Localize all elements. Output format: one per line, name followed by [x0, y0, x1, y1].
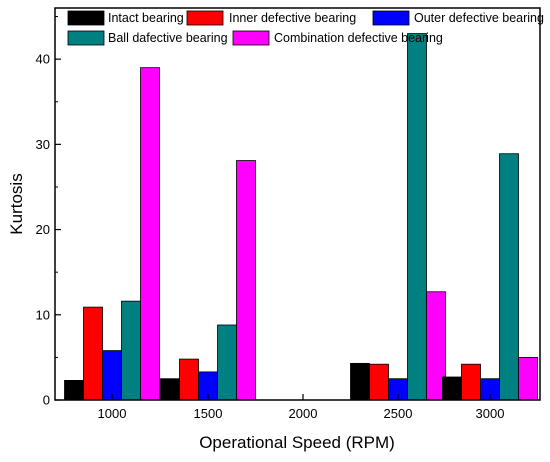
bar-2500-series-2: [369, 363, 389, 401]
y-tick-label: 40: [36, 52, 50, 67]
legend-swatch: [232, 30, 270, 46]
bars-layer: [64, 33, 538, 401]
x-tick-label: 1500: [194, 406, 223, 421]
bar-3000-series-5: [518, 356, 538, 401]
y-tick-label: 30: [36, 137, 50, 152]
bar-1000-series-5: [140, 67, 160, 401]
x-axis: 1000 1500 2000 2500 3000: [98, 394, 505, 421]
x-tick-label: 2500: [384, 406, 413, 421]
bar-2500-series-1: [350, 362, 370, 401]
bar-1000-series-3: [102, 350, 122, 401]
bar-1000-series-1: [64, 379, 84, 401]
legend-label: Outer defective bearing: [414, 11, 544, 25]
y-tick-label: 10: [36, 307, 50, 322]
legend: Intact bearing Inner defective bearing Out…: [67, 10, 544, 46]
bar-3000-series-1: [442, 376, 462, 401]
plot-frame: [54, 7, 541, 401]
bar-2500-series-4: [407, 33, 427, 401]
x-axis-title: Operational Speed (RPM): [199, 433, 395, 452]
legend-swatch: [186, 10, 224, 26]
bar-1500-series-5: [236, 160, 256, 401]
y-axis-title: Kurtosis: [7, 173, 26, 234]
bar-1000-series-4: [121, 300, 141, 401]
legend-label: Combination defective bearing: [274, 31, 443, 45]
legend-label: Inner defective bearing: [229, 11, 356, 25]
bar-1500-series-1: [160, 378, 180, 401]
legend-swatch: [67, 10, 105, 26]
y-tick-label: 20: [36, 222, 50, 237]
y-tick-label: 0: [43, 393, 50, 408]
legend-swatch: [372, 10, 410, 26]
bar-1500-series-2: [179, 358, 199, 401]
x-tick-label: 2000: [289, 406, 318, 421]
y-axis: 0 10 20 30 40: [36, 16, 61, 408]
x-tick-label: 1000: [98, 406, 127, 421]
bar-1500-series-4: [217, 324, 237, 401]
x-tick-label: 3000: [476, 406, 505, 421]
legend-label: Ball dafective bearing: [108, 31, 228, 45]
bar-3000-series-2: [461, 363, 481, 401]
legend-swatch: [67, 30, 105, 46]
legend-label: Intact bearing: [108, 11, 184, 25]
bar-1000-series-2: [83, 306, 103, 401]
bar-3000-series-4: [499, 153, 519, 401]
